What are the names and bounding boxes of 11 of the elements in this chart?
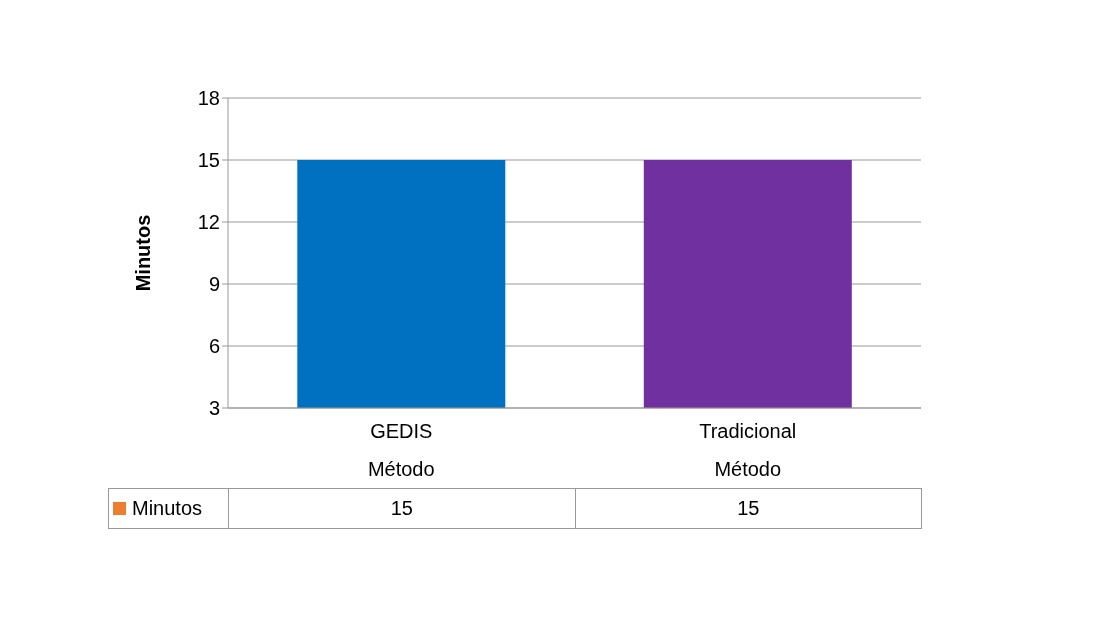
y-tick-label: 15 bbox=[197, 149, 220, 172]
y-axis-title: Minutos bbox=[132, 214, 155, 292]
y-tick-label: 18 bbox=[197, 87, 220, 110]
data-label: 15 bbox=[575, 488, 922, 529]
y-tick-label: 3 bbox=[208, 397, 220, 420]
y-tick-label: 6 bbox=[208, 335, 220, 358]
y-tick-label: 12 bbox=[197, 211, 220, 234]
x-tick-label: GEDIS Método bbox=[367, 420, 435, 480]
text: Minutos bbox=[108, 488, 229, 529]
x-tick-label: Tradicional Método bbox=[699, 420, 797, 480]
y-tick-label: 9 bbox=[208, 273, 220, 296]
